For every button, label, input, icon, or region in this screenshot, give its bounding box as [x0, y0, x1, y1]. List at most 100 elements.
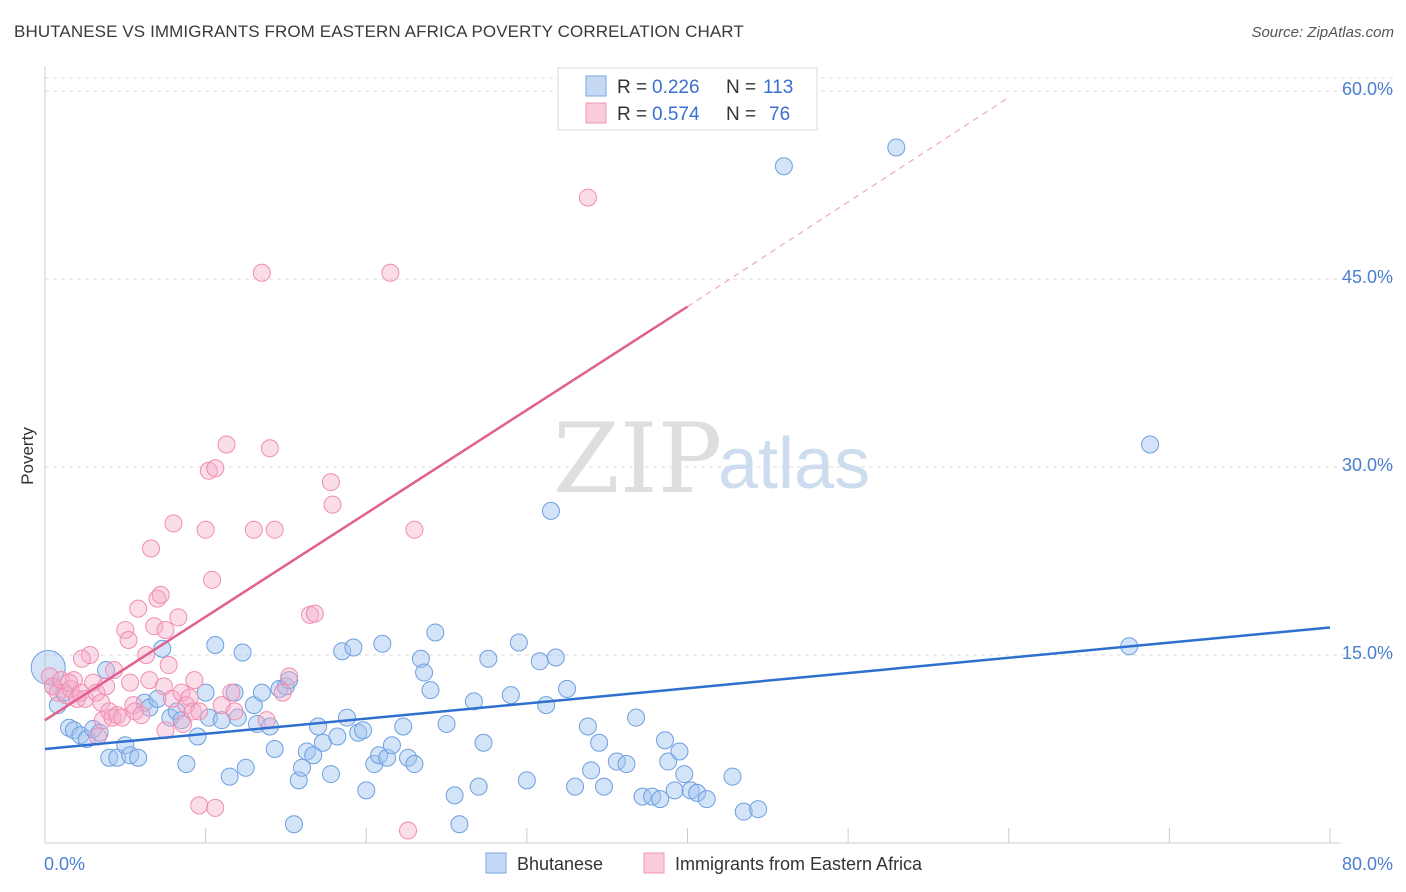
- y-tick-label: 45.0%: [1342, 267, 1393, 287]
- bhutanese-point: [357, 781, 376, 800]
- bhutanese-point: [469, 777, 488, 796]
- bhutanese-point: [651, 790, 670, 809]
- bottom-legend-label-bhutanese: Bhutanese: [517, 854, 603, 874]
- eastern-africa-point: [578, 188, 597, 207]
- x-tick-marks: [44, 828, 1331, 843]
- bhutanese-point: [411, 649, 430, 668]
- eastern-africa-point: [159, 656, 178, 675]
- eastern-africa-point: [257, 711, 276, 730]
- eastern-africa-point: [217, 435, 236, 454]
- eastern-africa-trend-line: [44, 305, 689, 722]
- x-tick-label-max: 80.0%: [1342, 854, 1393, 874]
- y-tick-labels: 15.0% 30.0% 45.0% 60.0%: [1342, 79, 1393, 663]
- eastern-africa-point: [244, 520, 263, 539]
- eastern-africa-point: [190, 796, 209, 815]
- bhutanese-point: [774, 157, 793, 176]
- eastern-africa-point: [40, 667, 59, 686]
- legend-swatch-bhutanese: [585, 75, 607, 97]
- bhutanese-point: [445, 786, 464, 805]
- eastern-africa-point: [280, 667, 299, 686]
- bhutanese-point: [688, 783, 707, 802]
- bhutanese-point: [304, 746, 323, 765]
- bhutanese-point: [421, 681, 440, 700]
- bhutanese-point: [177, 755, 196, 774]
- bottom-legend-label-eastern-africa: Immigrants from Eastern Africa: [675, 854, 923, 874]
- bhutanese-point: [405, 755, 424, 774]
- legend-n-label-1: N =: [726, 77, 756, 98]
- eastern-africa-point: [132, 706, 151, 725]
- y-tick-label: 30.0%: [1342, 455, 1393, 475]
- eastern-africa-point: [116, 620, 135, 639]
- bhutanese-point: [633, 787, 652, 806]
- bhutanese-point: [594, 777, 613, 796]
- bhutanese-point: [541, 501, 560, 520]
- eastern-africa-point: [321, 473, 340, 492]
- bottom-legend-swatch-eastern-africa: [643, 852, 665, 874]
- bhutanese-point: [1141, 435, 1160, 454]
- bhutanese-point: [474, 733, 493, 752]
- bhutanese-point: [617, 755, 636, 774]
- bhutanese-point: [659, 752, 678, 771]
- bhutanese-point: [415, 663, 434, 682]
- bhutanese-point: [437, 714, 456, 733]
- eastern-africa-point: [203, 570, 222, 589]
- bhutanese-point: [566, 777, 585, 796]
- eastern-africa-point: [206, 798, 225, 817]
- legend-n-label-2: N =: [726, 104, 756, 125]
- bhutanese-point: [734, 802, 753, 821]
- eastern-africa-point: [103, 708, 122, 727]
- eastern-africa-point: [180, 688, 199, 707]
- bhutanese-point: [321, 765, 340, 784]
- bhutanese-point: [212, 711, 231, 730]
- legend-r-value-1: 0.226: [652, 77, 700, 98]
- chart-title: BHUTANESE VS IMMIGRANTS FROM EASTERN AFR…: [14, 22, 744, 41]
- bhutanese-point: [265, 740, 284, 759]
- bhutanese-point: [337, 708, 356, 727]
- bhutanese-point: [188, 727, 207, 746]
- bottom-legend-swatch-bhutanese: [485, 852, 507, 874]
- y-axis-label: Poverty: [18, 427, 37, 485]
- bhutanese-point: [309, 717, 328, 736]
- watermark-zip: ZIP: [553, 403, 722, 515]
- eastern-africa-point: [183, 702, 202, 721]
- eastern-africa-point: [381, 263, 400, 282]
- bhutanese-point: [558, 679, 577, 698]
- gridlines: [45, 77, 1395, 656]
- eastern-africa-point: [190, 702, 209, 721]
- bhutanese-point: [697, 790, 716, 809]
- bhutanese-point: [252, 683, 271, 702]
- bhutanese-point: [354, 721, 373, 740]
- bhutanese-point: [749, 800, 768, 819]
- bhutanese-point: [394, 717, 413, 736]
- bhutanese-point: [60, 718, 79, 737]
- bhutanese-point: [233, 643, 252, 662]
- eastern-africa-point: [169, 608, 188, 627]
- bhutanese-point: [464, 692, 483, 711]
- eastern-africa-point: [72, 649, 91, 668]
- eastern-africa-point: [174, 714, 193, 733]
- eastern-africa-point: [156, 620, 175, 639]
- bhutanese-point: [530, 652, 549, 671]
- source-label: Source: ZipAtlas.com: [1251, 24, 1394, 41]
- bhutanese-point: [220, 767, 239, 786]
- legend-r-label-1: R =: [617, 77, 647, 98]
- bhutanese-point: [670, 742, 689, 761]
- eastern-africa-point: [273, 683, 292, 702]
- bhutanese-point: [129, 748, 148, 767]
- watermark-atlas: atlas: [718, 424, 870, 504]
- bhutanese-point: [675, 765, 694, 784]
- eastern-africa-point: [260, 439, 279, 458]
- eastern-africa-point: [323, 495, 342, 514]
- bhutanese-point: [284, 815, 303, 834]
- bhutanese-point: [590, 733, 609, 752]
- bhutanese-point: [578, 717, 597, 736]
- eastern-africa-point: [145, 617, 164, 636]
- eastern-africa-point: [129, 599, 148, 618]
- bhutanese-point: [546, 648, 565, 667]
- bhutanese-point: [344, 638, 363, 657]
- legend-r-label-2: R =: [617, 104, 647, 125]
- data-points: [30, 138, 1160, 840]
- eastern-africa-point: [119, 630, 138, 649]
- eastern-africa-point: [305, 604, 324, 623]
